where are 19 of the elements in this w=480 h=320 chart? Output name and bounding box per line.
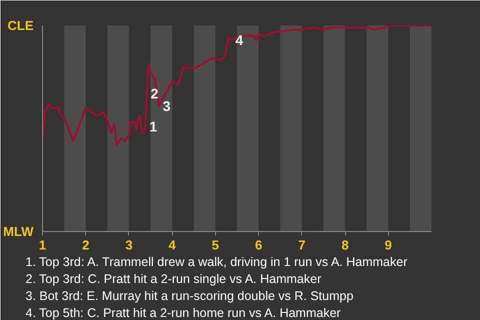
x-tick-label: 6 [254,238,262,252]
x-tick-label: 4 [168,238,177,252]
x-tick-label: 1 [38,238,46,252]
x-tick-label: 5 [212,238,220,252]
text: 1. Top 3rd: A. Trammell drew a walk, driving in 1 run vs A. Hammaker [26,255,408,269]
annotation: 3 [162,98,171,114]
annotation: 2 [150,85,159,102]
x-tick-label: 2 [82,238,90,252]
text: 4. Top 5th: C. Pratt hit a 2-run home run vs A. Hammaker [26,306,341,320]
x-tick-label: 9 [384,238,392,252]
text: 2. Top 3rd: C. Pratt hit a 2-run single vs A. Hammaker [26,272,322,286]
x-tick-label: 8 [341,238,349,252]
annotation: 4 [235,32,244,48]
text: 3. Bot 3rd: E. Murray hit a run-scoring double vs R. Stumpp [26,289,354,303]
x-tick-label: 7 [298,238,306,252]
text: MLW [3,224,34,239]
x-tick-label: 3 [125,238,133,252]
text: CLE [8,18,34,33]
annotation: 1 [149,118,158,134]
